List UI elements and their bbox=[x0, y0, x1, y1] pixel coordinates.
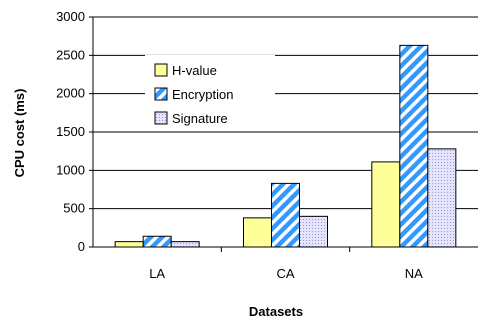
x-axis-title: Datasets bbox=[249, 304, 303, 319]
legend-swatch bbox=[154, 111, 168, 125]
y-tick-label: 2000 bbox=[56, 86, 85, 101]
legend-label: Encryption bbox=[172, 87, 233, 102]
bar-encryption-na bbox=[399, 44, 429, 248]
x-tick-label: NA bbox=[405, 266, 423, 281]
bar-h-value-na bbox=[371, 161, 401, 248]
legend-label: H-value bbox=[172, 63, 217, 78]
y-tick-label: 1000 bbox=[56, 162, 85, 177]
bar-signature-la bbox=[170, 241, 200, 248]
bar-h-value-ca bbox=[243, 217, 272, 248]
bar-h-value-la bbox=[114, 241, 144, 248]
y-tick-label: 1500 bbox=[56, 124, 85, 139]
y-tick-label: 500 bbox=[63, 201, 85, 216]
y-tick-label: 3000 bbox=[56, 9, 85, 24]
y-axis-title: CPU cost (ms) bbox=[12, 89, 27, 178]
bar-signature-na bbox=[427, 148, 457, 248]
tick-labels: 0 500 1000 1500 2000 2500 3000 LA CA NA bbox=[56, 9, 423, 281]
y-tick-label: 0 bbox=[78, 239, 85, 254]
legend-swatch bbox=[154, 87, 168, 101]
axes bbox=[89, 16, 478, 252]
legend-label: Signature bbox=[172, 111, 228, 126]
bars bbox=[114, 44, 457, 248]
bar-encryption-ca bbox=[271, 182, 300, 248]
legend: H-value Encryption Signature bbox=[145, 55, 275, 131]
bar-encryption-la bbox=[142, 235, 172, 248]
x-tick-label: LA bbox=[149, 266, 165, 281]
legend-swatch bbox=[154, 63, 168, 77]
y-tick-label: 2500 bbox=[56, 47, 85, 62]
bar-signature-ca bbox=[299, 215, 328, 248]
x-tick-label: CA bbox=[276, 266, 294, 281]
